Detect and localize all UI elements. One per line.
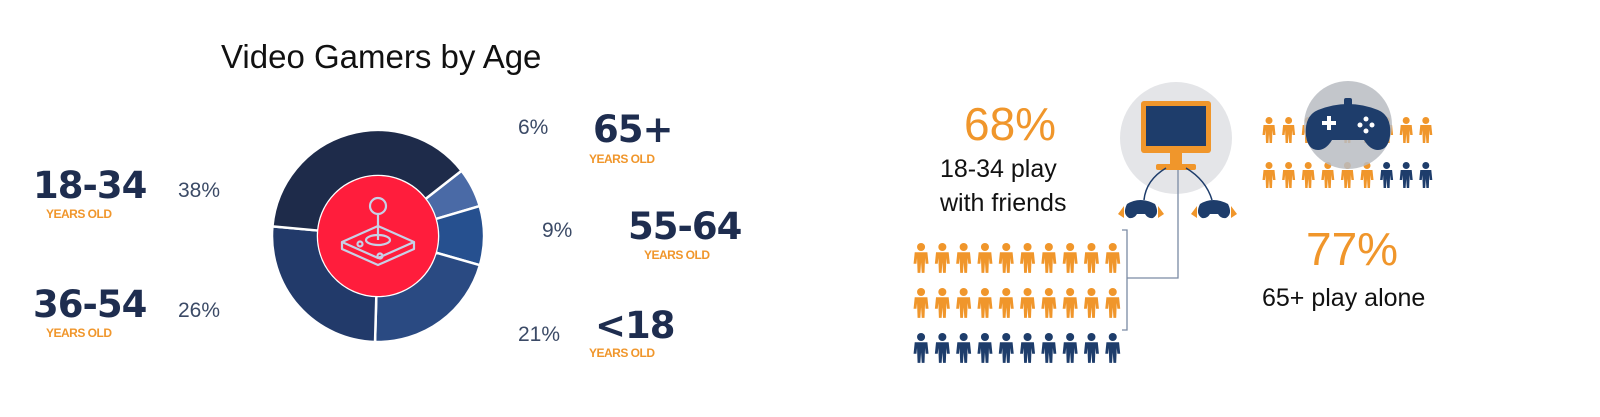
joystick-icon bbox=[340, 196, 416, 267]
years-old-label-55-64: YEARS OLD bbox=[644, 248, 710, 262]
chart-title: Video Gamers by Age bbox=[221, 38, 542, 75]
person-icon bbox=[1062, 243, 1078, 273]
person-icon bbox=[1262, 117, 1276, 143]
age-label-65plus: 65+ bbox=[593, 108, 673, 151]
pct-label-55-64: 9% bbox=[542, 219, 573, 242]
person-icon bbox=[1419, 117, 1433, 143]
gamepad-buttons bbox=[1322, 116, 1375, 134]
person-icon bbox=[934, 243, 950, 273]
person-icon bbox=[934, 288, 950, 318]
person-icon bbox=[956, 288, 972, 318]
person-icon bbox=[977, 333, 993, 363]
pct-label-36-54: 26% bbox=[178, 299, 221, 322]
person-icon bbox=[1105, 243, 1121, 273]
person-icon bbox=[977, 288, 993, 318]
friends-caption-line1: 18-34 play bbox=[940, 155, 1057, 183]
years-old-label-36-54: YEARS OLD bbox=[46, 326, 112, 340]
cable-right bbox=[1185, 167, 1213, 201]
person-icon bbox=[1041, 243, 1057, 273]
person-icon bbox=[1399, 162, 1413, 188]
person-icon bbox=[913, 243, 929, 273]
person-icon bbox=[1062, 288, 1078, 318]
years-old-label-under-18: YEARS OLD bbox=[589, 346, 655, 360]
person-icon bbox=[1105, 333, 1121, 363]
person-icon bbox=[1041, 333, 1057, 363]
controller-icon bbox=[1118, 200, 1164, 219]
friends-caption-line2: with friends bbox=[940, 189, 1067, 217]
gamepad-icon bbox=[1305, 98, 1391, 150]
person-icon bbox=[1282, 162, 1296, 188]
person-icon bbox=[913, 333, 929, 363]
person-icon bbox=[1419, 162, 1433, 188]
person-icon bbox=[977, 243, 993, 273]
pct-label-under-18: 21% bbox=[518, 323, 561, 346]
age-label-55-64: 55-64 bbox=[628, 205, 742, 248]
bracket-line bbox=[1122, 229, 1128, 331]
person-icon bbox=[956, 243, 972, 273]
person-icon bbox=[1041, 288, 1057, 318]
person-icon bbox=[998, 288, 1014, 318]
age-label-36-54: 36-54 bbox=[33, 283, 147, 326]
person-icon bbox=[934, 333, 950, 363]
years-old-label-18-34: YEARS OLD bbox=[46, 207, 112, 221]
person-icon bbox=[1083, 243, 1099, 273]
monitor-icon bbox=[1141, 101, 1211, 170]
person-icon bbox=[1062, 333, 1078, 363]
person-icon bbox=[1083, 333, 1099, 363]
friends-percent: 68% bbox=[964, 98, 1057, 150]
cable-left bbox=[1143, 167, 1167, 201]
person-icon bbox=[1380, 162, 1394, 188]
age-label-18-34: 18-34 bbox=[33, 164, 147, 207]
person-icon bbox=[1020, 333, 1036, 363]
person-icon bbox=[1105, 288, 1121, 318]
alone-percent: 77% bbox=[1306, 223, 1399, 275]
connector-line bbox=[1127, 170, 1179, 279]
person-icon bbox=[956, 333, 972, 363]
person-icon bbox=[998, 333, 1014, 363]
person-icon bbox=[1020, 243, 1036, 273]
person-icon bbox=[1282, 117, 1296, 143]
person-icon bbox=[1301, 162, 1315, 188]
person-icon bbox=[1083, 288, 1099, 318]
pct-label-65plus: 6% bbox=[518, 116, 549, 139]
person-icon bbox=[1020, 288, 1036, 318]
years-old-label-65plus: YEARS OLD bbox=[589, 152, 655, 166]
person-icon bbox=[1262, 162, 1276, 188]
person-icon bbox=[913, 288, 929, 318]
age-label-under-18: <18 bbox=[595, 304, 675, 347]
person-icon bbox=[998, 243, 1014, 273]
person-icon bbox=[1399, 117, 1413, 143]
controller-icon bbox=[1191, 200, 1237, 219]
alone-caption: 65+ play alone bbox=[1262, 284, 1426, 312]
pct-label-18-34: 38% bbox=[178, 179, 221, 202]
